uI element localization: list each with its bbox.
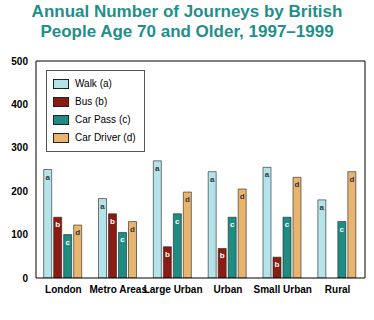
svg-text:c: c <box>340 225 345 234</box>
svg-text:Small Urban: Small Urban <box>254 284 312 295</box>
svg-text:c: c <box>65 238 70 247</box>
svg-text:d: d <box>349 175 354 184</box>
svg-text:a: a <box>210 175 215 184</box>
svg-text:c: c <box>230 220 235 229</box>
svg-text:400: 400 <box>11 99 28 110</box>
svg-text:d: d <box>240 192 245 201</box>
svg-text:0: 0 <box>22 273 28 284</box>
html-text:Bus (b): Bus (b) <box>75 96 108 107</box>
svg-text:d: d <box>75 228 80 237</box>
svg-text:b: b <box>220 251 225 260</box>
svg-text:100: 100 <box>11 229 28 240</box>
svg-text:300: 300 <box>11 142 28 153</box>
svg-text:a: a <box>265 170 270 179</box>
svg-text:c: c <box>120 235 125 244</box>
svg-text:b: b <box>165 250 170 259</box>
svg-text:d: d <box>130 225 135 234</box>
html-text:Car Pass (c): Car Pass (c) <box>75 114 131 125</box>
html-text:Car Driver (d): Car Driver (d) <box>75 132 136 143</box>
svg-text:500: 500 <box>11 56 28 67</box>
svg-text:d: d <box>295 180 300 189</box>
html-text:Annual Number of Journeys by B: Annual Number of Journeys by British Peo… <box>31 2 343 41</box>
svg-text:a: a <box>45 173 50 182</box>
svg-text:c: c <box>175 217 180 226</box>
svg-text:Rural: Rural <box>325 284 351 295</box>
svg-text:200: 200 <box>11 186 28 197</box>
svg-text:b: b <box>110 217 115 226</box>
svg-text:a: a <box>155 164 160 173</box>
svg-text:a: a <box>320 203 325 212</box>
svg-text:c: c <box>285 220 290 229</box>
svg-text:a: a <box>100 202 105 211</box>
svg-text:London: London <box>45 284 82 295</box>
svg-text:Large Urban: Large Urban <box>144 284 203 295</box>
svg-text:Metro Areas: Metro Areas <box>90 284 148 295</box>
svg-text:b: b <box>55 220 60 229</box>
svg-text:Urban: Urban <box>213 284 242 295</box>
svg-text:d: d <box>185 195 190 204</box>
html-text:Walk (a): Walk (a) <box>75 78 112 89</box>
svg-text:b: b <box>275 260 280 269</box>
